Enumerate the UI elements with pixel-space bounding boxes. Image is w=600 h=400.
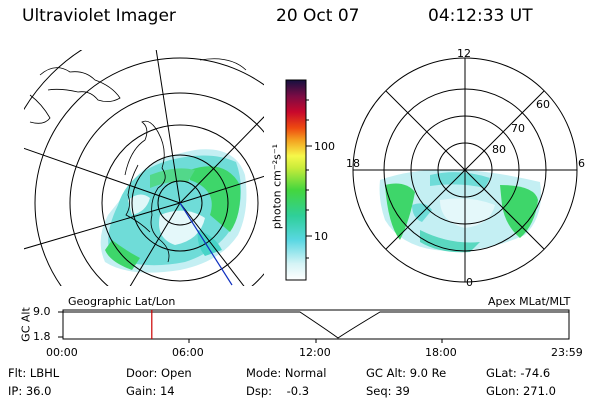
gc-alt-info: GC Alt: 9.0 Re xyxy=(366,366,447,380)
timeline-ytick-high: 9.0 xyxy=(33,305,51,318)
timeline-xtick-1200: 12:00 xyxy=(299,346,331,359)
timeline-xtick-1800: 18:00 xyxy=(425,346,457,359)
observation-time: 04:12:33 UT xyxy=(428,6,533,26)
mlat-label-80: 80 xyxy=(492,143,506,156)
timeline-ylabel: GC Alt xyxy=(19,307,33,342)
timeline-xtick-0000: 00:00 xyxy=(46,346,78,359)
altitude-timeline xyxy=(58,309,570,343)
timeline-ytick-low: 1.8 xyxy=(33,330,51,343)
coastline-outline xyxy=(29,58,247,263)
gain-info: Gain: 14 xyxy=(126,384,175,398)
apex-map-caption: Apex MLat/MLT xyxy=(488,295,571,308)
colorbar-tick-100: 100 xyxy=(314,140,335,153)
mlt-label-18: 18 xyxy=(346,157,360,170)
colorbar-scale xyxy=(286,80,306,280)
geo-map-caption: Geographic Lat/Lon xyxy=(68,295,176,308)
dsp-info: Dsp: -0.3 xyxy=(246,384,310,398)
instrument-title: Ultraviolet Imager xyxy=(22,6,176,26)
mode-info: Mode: Normal xyxy=(246,366,327,380)
seq-info: Seq: 39 xyxy=(366,384,410,398)
timeline-xtick-0600: 06:00 xyxy=(172,346,204,359)
mlat-label-70: 70 xyxy=(511,122,525,135)
colorbar-unit-label: photon cm⁻²s⁻¹ xyxy=(270,143,284,230)
mlat-label-60: 60 xyxy=(536,98,550,111)
geo-aurora-oval xyxy=(100,149,247,273)
apex-polar-map xyxy=(352,57,578,283)
mlt-label-0: 0 xyxy=(466,276,473,289)
glon-info: GLon: 271.0 xyxy=(486,384,556,398)
glat-info: GLat: -74.6 xyxy=(486,366,551,380)
timeline-xtick-2359: 23:59 xyxy=(551,346,583,359)
door-info: Door: Open xyxy=(126,366,192,380)
observation-date: 20 Oct 07 xyxy=(276,6,360,26)
mlt-label-12: 12 xyxy=(457,47,471,60)
colorbar-tick-10: 10 xyxy=(314,230,328,243)
geographic-map xyxy=(24,50,264,286)
filter-info: Flt: LBHL xyxy=(8,366,60,380)
mlt-label-6: 6 xyxy=(578,157,585,170)
ip-info: IP: 36.0 xyxy=(8,384,52,398)
